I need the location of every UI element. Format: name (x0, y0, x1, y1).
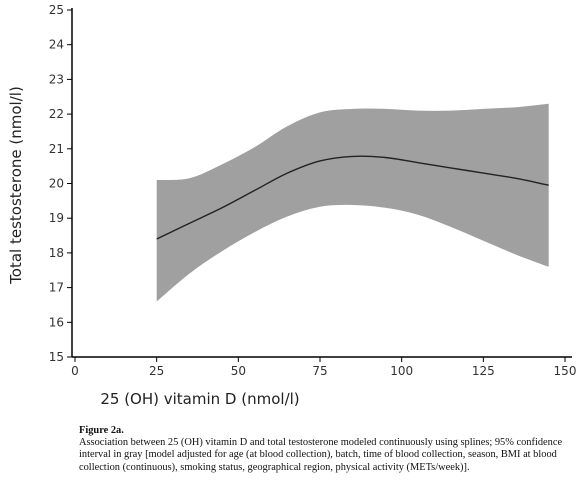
x-tick-label: 50 (231, 364, 246, 378)
y-tick-label: 16 (49, 315, 64, 329)
x-tick-label: 125 (472, 364, 495, 378)
y-axis-ticks: 15 16 17 18 19 20 21 22 23 24 25 (49, 3, 72, 364)
x-axis-title: 25 (OH) vitamin D (nmol/l) (100, 390, 299, 408)
y-tick-label: 19 (49, 211, 64, 225)
y-axis-title: Total testosterone (nmol/l) (7, 86, 25, 285)
y-tick-label: 17 (49, 281, 64, 295)
y-tick-label: 20 (49, 177, 64, 191)
y-tick-label: 25 (49, 3, 64, 17)
x-axis-ticks: 0 25 50 75 100 125 150 (71, 357, 576, 378)
plot-area (156, 103, 549, 302)
y-tick-label: 24 (49, 38, 64, 52)
confidence-band (156, 103, 549, 302)
x-tick-label: 100 (390, 364, 413, 378)
figure-caption: Figure 2a. Association between 25 (OH) v… (79, 425, 579, 474)
x-tick-label: 25 (149, 364, 164, 378)
y-tick-label: 15 (49, 350, 64, 364)
x-tick-label: 0 (71, 364, 79, 378)
x-tick-label: 75 (312, 364, 327, 378)
caption-title: Figure 2a. (79, 425, 124, 436)
x-tick-label: 150 (554, 364, 577, 378)
spline-line (156, 155, 549, 240)
y-tick-label: 22 (49, 107, 64, 121)
y-tick-label: 18 (49, 246, 64, 260)
caption-text: Association between 25 (OH) vitamin D an… (79, 437, 563, 473)
chart: 0 25 50 75 100 125 150 15 16 17 18 19 20 21 22 23 24 25 … (7, 3, 576, 408)
y-tick-label: 21 (49, 142, 64, 156)
y-tick-label: 23 (49, 72, 64, 86)
